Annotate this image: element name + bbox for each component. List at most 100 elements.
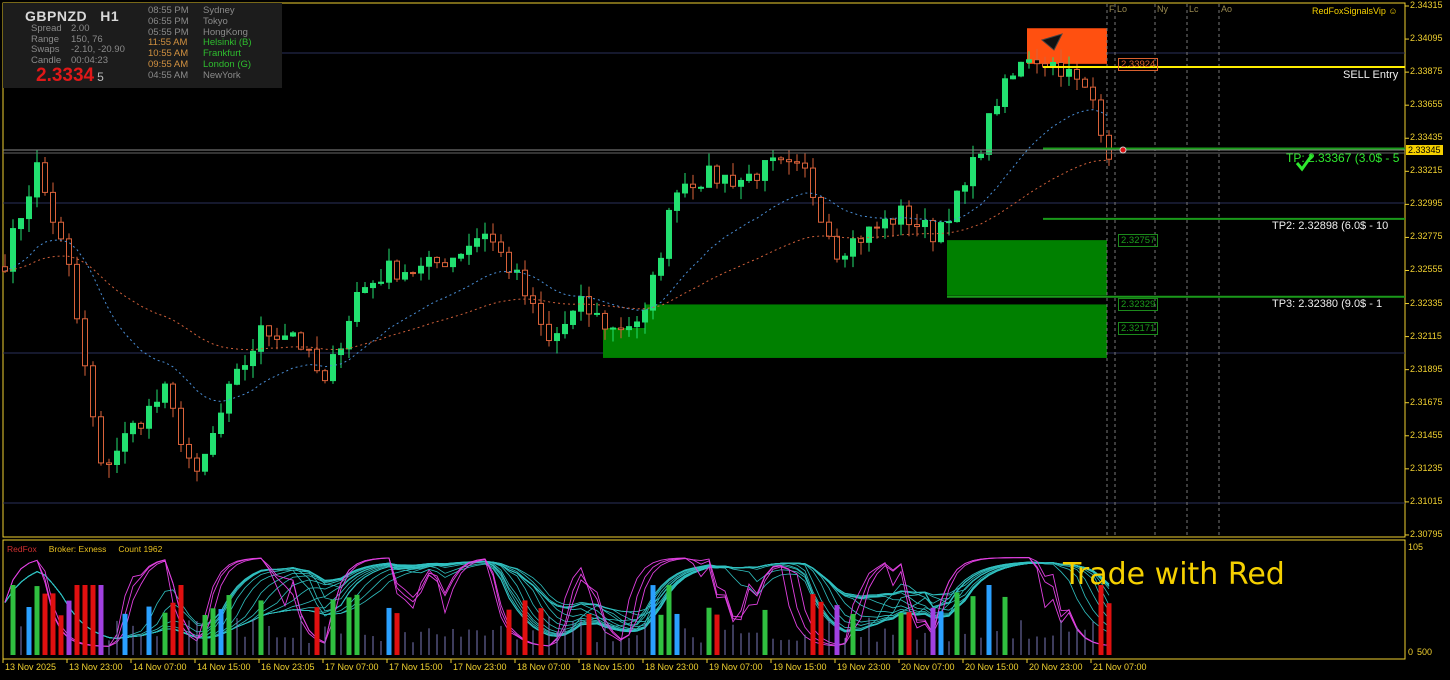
bull-candle: [258, 325, 264, 352]
zone-price-box: 2.32171: [1118, 322, 1159, 335]
bear-candle: [442, 262, 448, 268]
bull-candle: [1002, 78, 1008, 107]
indicator-scale-bottom: 0: [1408, 647, 1414, 657]
signal-bar: [210, 608, 216, 655]
volume-bar: [404, 632, 406, 655]
stat-label: Swaps: [31, 44, 60, 55]
price-axis-label: 2.32335: [1410, 297, 1443, 308]
signal-bar: [50, 593, 56, 655]
bear-candle: [42, 162, 48, 193]
signal-bar: [346, 597, 352, 655]
time-axis-label: 17 Nov 07:00: [325, 662, 379, 672]
volume-bar: [244, 636, 246, 655]
bull-candle: [562, 323, 568, 335]
volume-bar: [556, 631, 558, 655]
session-time: 04:55 AM: [148, 69, 189, 81]
time-axis-label: 14 Nov 15:00: [197, 662, 251, 672]
time-axis-label: 20 Nov 15:00: [965, 662, 1019, 672]
indicator-histogram: [10, 585, 1112, 655]
volume-bar: [684, 628, 686, 655]
indicator-pane-frame: [2, 539, 1406, 660]
session-time: 05:55 PM: [148, 26, 189, 38]
signal-bar: [42, 593, 48, 655]
time-axis-label: 19 Nov 15:00: [773, 662, 827, 672]
stat-label: Candle: [31, 54, 62, 66]
bull-candle: [218, 412, 224, 435]
bear-candle: [410, 272, 416, 275]
bull-candle: [154, 401, 160, 407]
volume-bar: [500, 625, 502, 655]
session-row: 09:55 AM London (G): [148, 58, 252, 71]
stat-label: Spread: [31, 23, 62, 34]
volume-bar: [1068, 631, 1070, 655]
volume-bar: [924, 632, 926, 655]
bear-candle: [818, 196, 824, 223]
bull-candle: [354, 291, 360, 322]
bull-candle: [426, 256, 432, 267]
bull-candle: [162, 383, 168, 403]
signal-bar: [90, 585, 96, 655]
bull-candle: [674, 192, 680, 211]
signal-bar: [930, 607, 936, 655]
bull-candle: [338, 348, 344, 356]
bear-candle: [914, 224, 920, 228]
bear-candle: [778, 157, 784, 161]
session-city: London (G): [203, 58, 252, 70]
volume-bar: [516, 639, 518, 655]
volume-bar: [828, 619, 830, 655]
volume-bar: [612, 641, 614, 655]
bull-candle: [610, 327, 616, 330]
volume-bar: [700, 642, 702, 655]
signal-bar: [74, 585, 80, 655]
bull-candle: [554, 333, 560, 342]
bull-candle: [746, 173, 752, 181]
volume-bar: [740, 633, 742, 655]
sell-price-box: 2.33924: [1118, 58, 1159, 71]
bid-main: 2.3334: [36, 65, 95, 86]
bull-candle: [210, 433, 216, 455]
current-price-badge: 2.33345: [1406, 145, 1443, 155]
signal-bar: [762, 609, 768, 655]
price-marker-icon: [1119, 146, 1127, 154]
bull-candle: [594, 312, 600, 315]
session-time: 09:55 AM: [148, 58, 189, 70]
volume-bar: [860, 637, 862, 655]
bull-candle: [1066, 68, 1072, 77]
bear-candle: [1074, 68, 1080, 80]
signal-bar: [1098, 585, 1104, 655]
price-axis-label: 2.32995: [1410, 198, 1443, 209]
bull-candle: [994, 105, 1000, 115]
session-city: Tokyo: [203, 15, 228, 27]
bull-candle: [18, 218, 24, 230]
tp3-label: TP3: 2.32380 (9.0$ - 1: [1272, 298, 1383, 310]
bear-candle: [834, 235, 840, 260]
bear-candle: [754, 173, 760, 181]
volume-bar: [284, 637, 286, 655]
signal-bar: [58, 615, 64, 655]
time-axis-label: 20 Nov 07:00: [901, 662, 955, 672]
volume-bar: [324, 626, 326, 655]
bull-candle: [290, 332, 296, 337]
bid-last-digit: 5: [97, 70, 104, 84]
stat-value: 150, 76: [71, 33, 103, 45]
bull-candle: [706, 165, 712, 188]
volume-bar: [308, 642, 310, 655]
volume-bar: [412, 642, 414, 655]
session-city: HongKong: [203, 26, 248, 38]
bear-candle: [714, 165, 720, 184]
volume-bar: [604, 617, 606, 655]
indicator-scale-top: 105: [1408, 542, 1424, 552]
signal-bar: [354, 594, 360, 655]
volume-bar: [1012, 638, 1014, 655]
bull-candle: [330, 354, 336, 382]
time-axis-label: 14 Nov 07:00: [133, 662, 187, 672]
volume-bar: [268, 625, 270, 655]
bull-candle: [954, 190, 960, 223]
volume-bar: [140, 634, 142, 655]
bull-candle: [346, 320, 352, 350]
signal-bar: [650, 585, 656, 655]
bull-candle: [122, 433, 128, 452]
signal-bar: [986, 585, 992, 655]
signal-bar: [938, 611, 944, 655]
